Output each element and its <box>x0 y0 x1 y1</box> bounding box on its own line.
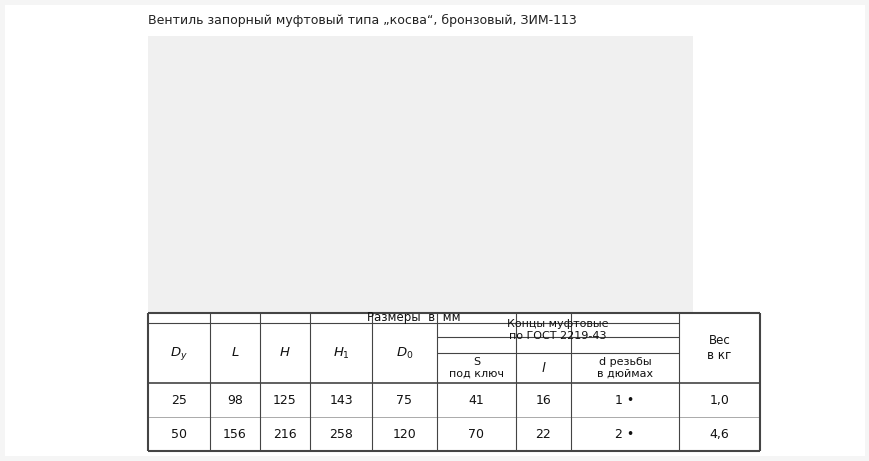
Text: 75: 75 <box>396 394 412 407</box>
Text: $l$: $l$ <box>540 361 546 375</box>
Text: 143: 143 <box>328 394 353 407</box>
Text: Концы муфтовые
по ГОСТ 2219-43: Концы муфтовые по ГОСТ 2219-43 <box>507 319 608 341</box>
Text: Размеры  в  мм: Размеры в мм <box>366 312 460 325</box>
Text: 2 •: 2 • <box>614 427 634 441</box>
Text: $H$: $H$ <box>279 347 290 360</box>
Text: 216: 216 <box>273 427 296 441</box>
Text: S
под ключ: S под ключ <box>448 357 503 379</box>
Text: 22: 22 <box>535 427 551 441</box>
Text: 125: 125 <box>273 394 296 407</box>
Text: 50: 50 <box>171 427 187 441</box>
Text: 1,0: 1,0 <box>709 394 728 407</box>
Text: Вентиль запорный муфтовый типа „косва“, бронзовый, ЗИМ-113: Вентиль запорный муфтовый типа „косва“, … <box>148 14 576 27</box>
Text: 41: 41 <box>468 394 484 407</box>
Text: 1 •: 1 • <box>614 394 634 407</box>
Text: 16: 16 <box>535 394 551 407</box>
Text: 98: 98 <box>227 394 242 407</box>
Text: $H_1$: $H_1$ <box>332 345 349 361</box>
Bar <box>148 36 693 331</box>
Text: 156: 156 <box>222 427 247 441</box>
Text: 4,6: 4,6 <box>709 427 728 441</box>
Text: $D_0$: $D_0$ <box>395 345 413 361</box>
Text: $L$: $L$ <box>230 347 239 360</box>
Text: 120: 120 <box>392 427 416 441</box>
Text: 25: 25 <box>171 394 187 407</box>
Text: 70: 70 <box>468 427 484 441</box>
Bar <box>148 313 760 451</box>
Text: $D_y$: $D_y$ <box>170 344 188 361</box>
Text: d резьбы
в дюймах: d резьбы в дюймах <box>596 357 653 379</box>
Text: 258: 258 <box>328 427 353 441</box>
Text: Вес
в кг: Вес в кг <box>706 334 731 362</box>
